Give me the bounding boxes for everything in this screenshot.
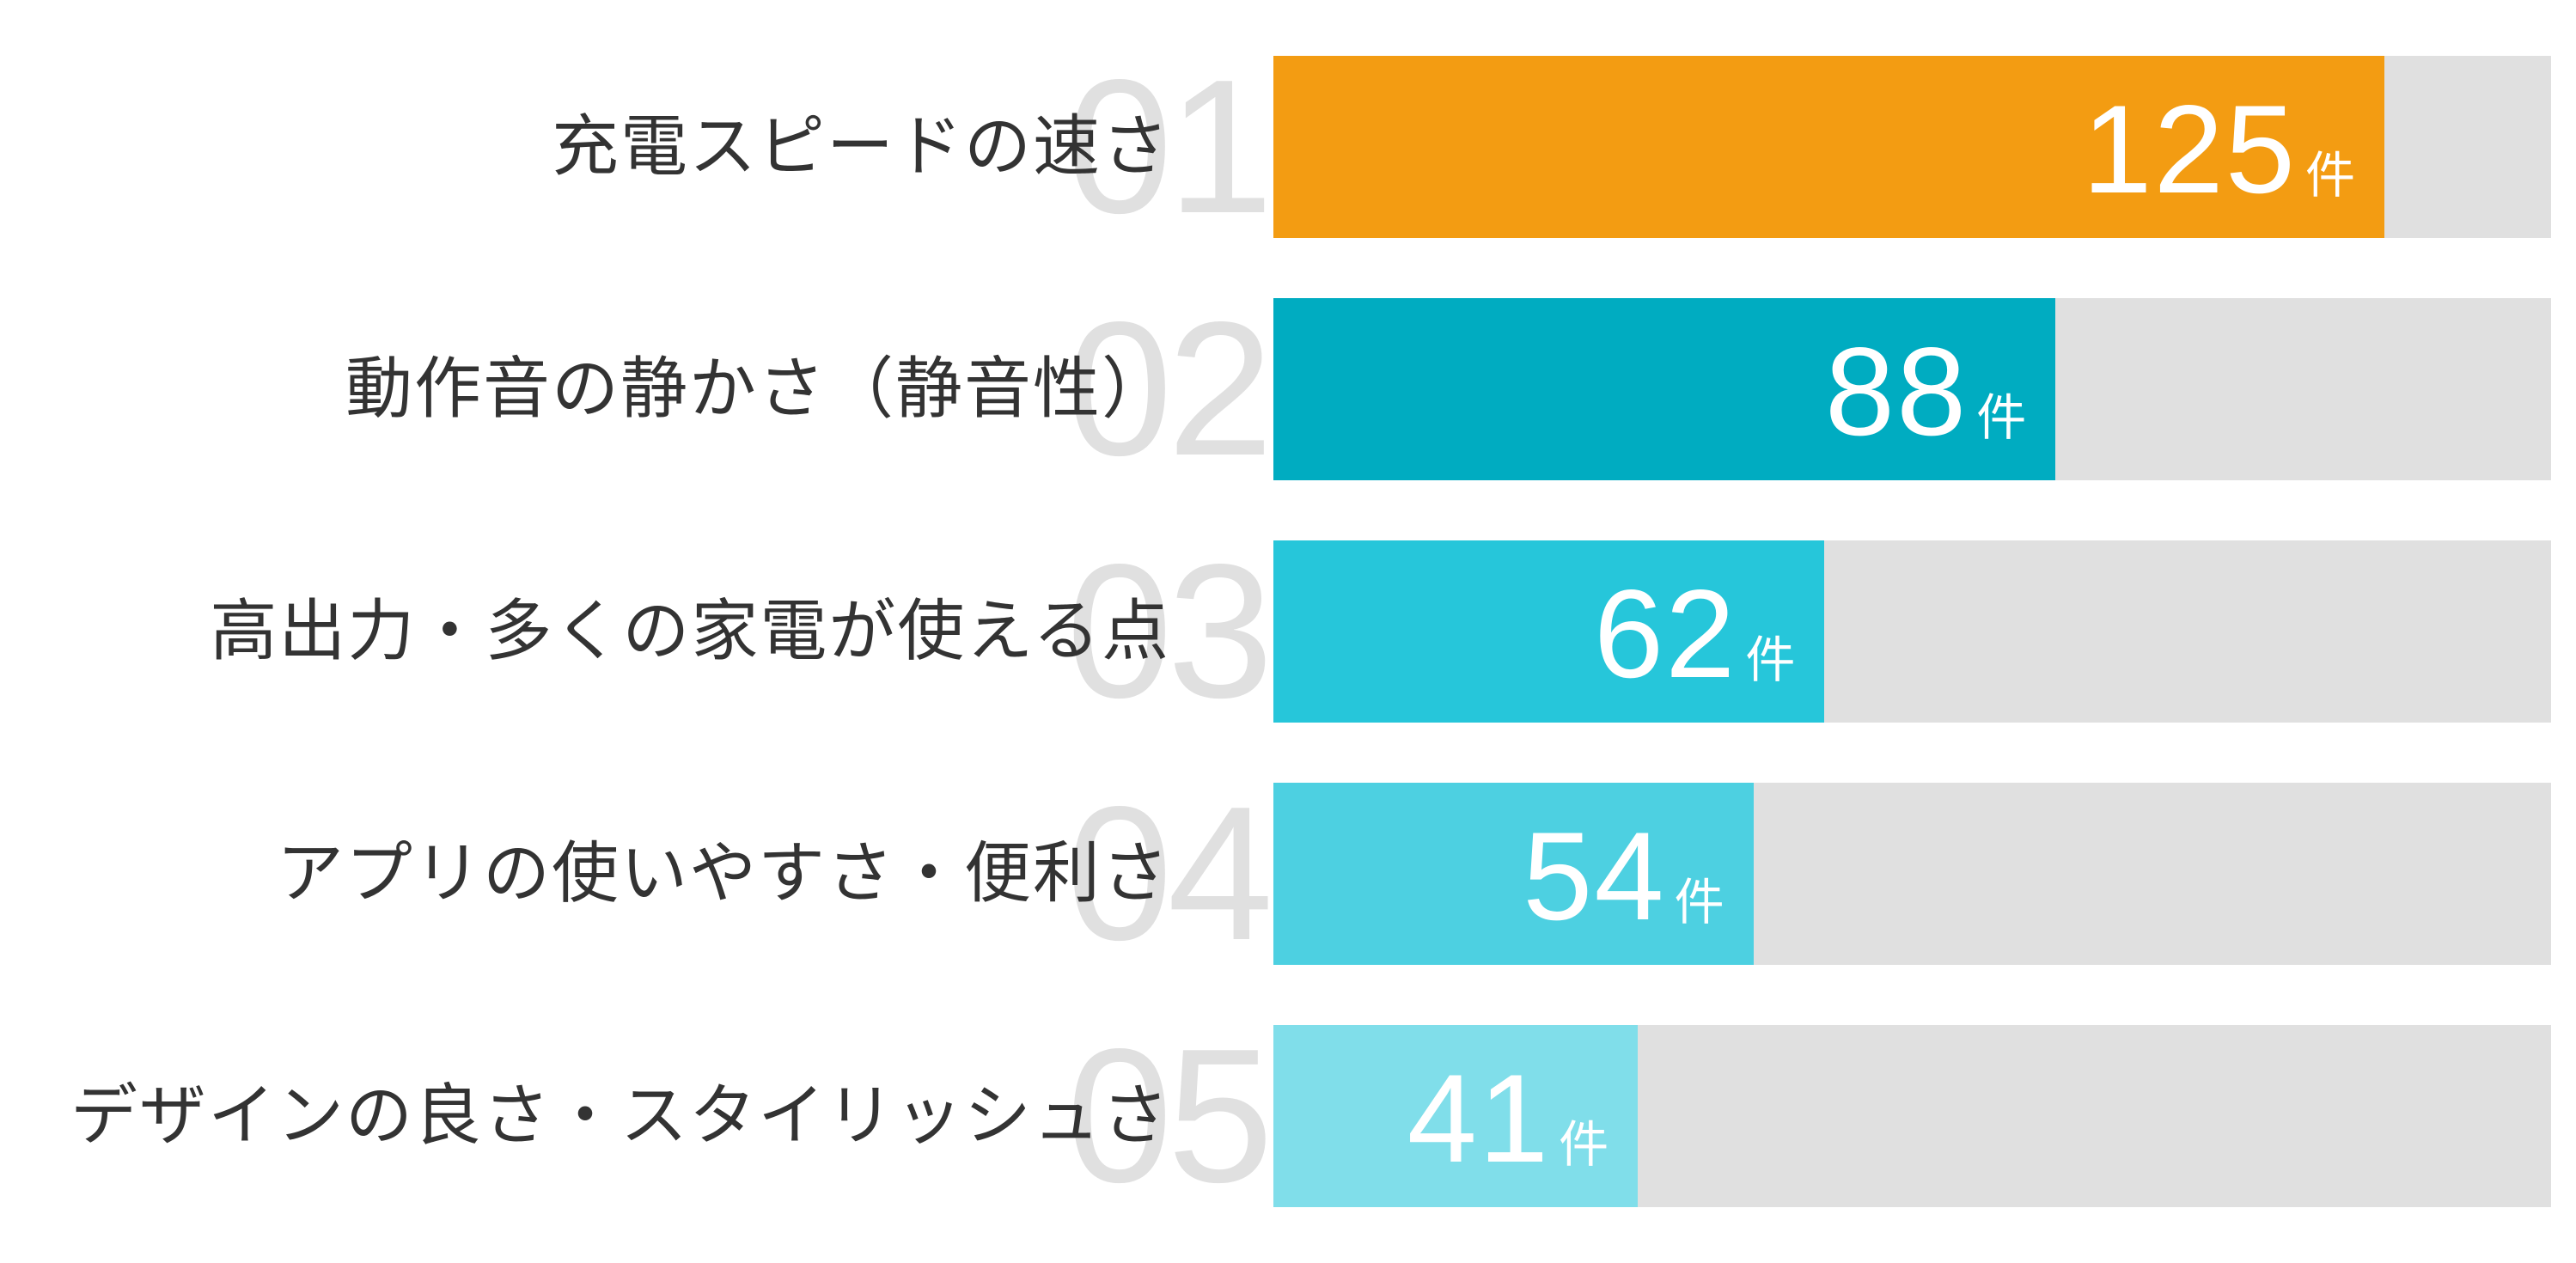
bar-track: 41 件 xyxy=(1273,1025,2551,1207)
chart-row-5: 05 デザインの良さ・スタイリッシュさ 41 件 xyxy=(0,1013,2576,1219)
unit-label: 件 xyxy=(2305,146,2356,204)
chart-row-4: 04 アプリの使いやすさ・便利さ 54 件 xyxy=(0,771,2576,977)
category-label: デザインの良さ・スタイリッシュさ xyxy=(70,1077,1170,1155)
bar-fill: 62 件 xyxy=(1273,540,1825,723)
category-label: 動作音の静かさ（静音性） xyxy=(345,351,1170,428)
category-label: アプリの使いやすさ・便利さ xyxy=(276,835,1170,912)
bar-fill: 88 件 xyxy=(1273,298,2056,480)
chart-row-1: 01 充電スピードの速さ 125 件 xyxy=(0,44,2576,250)
category-label: 充電スピードの速さ xyxy=(551,108,1170,186)
bar-fill: 125 件 xyxy=(1273,56,2385,238)
bar-fill: 54 件 xyxy=(1273,783,1754,965)
rank-number: 04 xyxy=(1066,767,1273,980)
rank-number: 03 xyxy=(1066,525,1273,738)
rank-number: 02 xyxy=(1066,283,1273,496)
bar-track: 54 件 xyxy=(1273,783,2551,965)
rank-number: 05 xyxy=(1066,1010,1273,1223)
unit-label: 件 xyxy=(1559,1115,1609,1174)
chart-row-3: 03 高出力・多くの家電が使える点 62 件 xyxy=(0,528,2576,735)
bar-track: 125 件 xyxy=(1273,56,2551,238)
value-label: 88 xyxy=(1824,321,1969,461)
value-label: 54 xyxy=(1523,806,1666,946)
unit-label: 件 xyxy=(1976,388,2027,447)
bar-track: 62 件 xyxy=(1273,540,2551,723)
bar-fill: 41 件 xyxy=(1273,1025,1639,1207)
unit-label: 件 xyxy=(1745,631,1796,689)
bar-track: 88 件 xyxy=(1273,298,2551,480)
value-label: 41 xyxy=(1407,1048,1551,1188)
rank-number: 01 xyxy=(1066,40,1273,253)
chart-row-2: 02 動作音の静かさ（静音性） 88 件 xyxy=(0,286,2576,492)
value-label: 125 xyxy=(2082,79,2298,219)
unit-label: 件 xyxy=(1674,873,1724,931)
value-label: 62 xyxy=(1593,564,1737,704)
category-label: 高出力・多くの家電が使える点 xyxy=(210,593,1170,670)
